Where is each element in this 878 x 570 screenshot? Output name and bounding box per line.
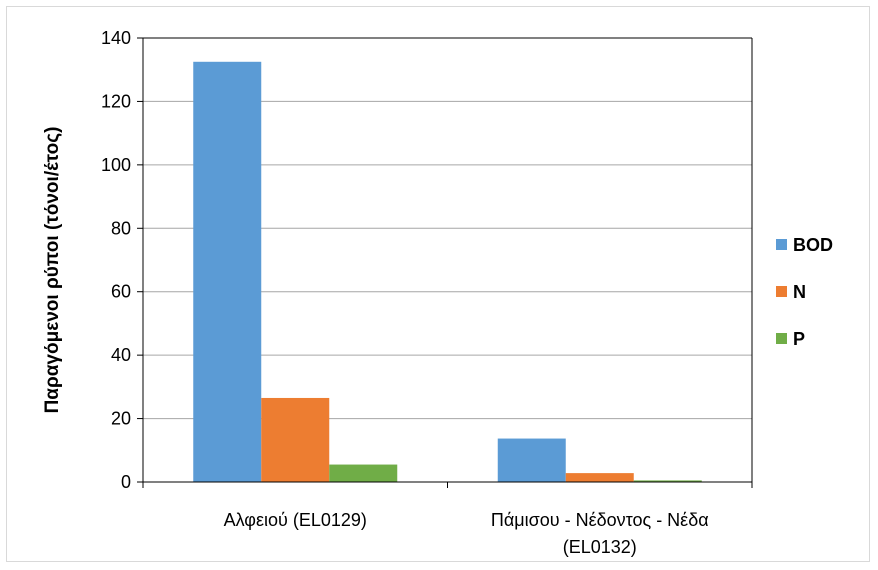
bar-p-2 bbox=[633, 480, 702, 482]
legend-swatch-n bbox=[776, 286, 787, 297]
legend-label-n: N bbox=[793, 282, 806, 302]
bar-p-1 bbox=[329, 464, 398, 482]
legend: BOD N P bbox=[776, 235, 833, 349]
y-tick-label: 120 bbox=[101, 91, 131, 111]
x-category-label: Αλφειού (EL0129) bbox=[224, 510, 367, 530]
x-category-labels: Αλφειού (EL0129) Πάμισου - Νέδοντος - Νέδ… bbox=[224, 510, 709, 557]
y-tick-label: 20 bbox=[111, 409, 131, 429]
y-tick-label: 140 bbox=[101, 28, 131, 48]
bar-n-1 bbox=[261, 397, 330, 482]
y-tick-label: 60 bbox=[111, 282, 131, 302]
y-tick-labels: 0 20 40 60 80 100 120 140 bbox=[101, 28, 131, 492]
legend-swatch-p bbox=[776, 333, 787, 344]
y-tick-label: 40 bbox=[111, 345, 131, 365]
y-tick-label: 100 bbox=[101, 155, 131, 175]
bar-bod-1 bbox=[193, 61, 262, 483]
x-category-label: (EL0132) bbox=[563, 537, 637, 557]
chart-frame bbox=[6, 6, 870, 562]
axes bbox=[137, 37, 753, 488]
y-tick-label: 80 bbox=[111, 218, 131, 238]
y-axis-label: Παραγόμενοι ρύποι (τόνοι/έτος) bbox=[42, 127, 63, 414]
legend-swatch-bod bbox=[776, 239, 787, 250]
bar-n-2 bbox=[565, 473, 634, 482]
legend-label-bod: BOD bbox=[793, 235, 833, 255]
y-tick-label: 0 bbox=[121, 472, 131, 492]
bar-bod-2 bbox=[497, 438, 566, 482]
legend-label-p: P bbox=[793, 329, 805, 349]
bars bbox=[193, 61, 702, 483]
x-category-label: Πάμισου - Νέδοντος - Νέδα bbox=[491, 510, 709, 530]
